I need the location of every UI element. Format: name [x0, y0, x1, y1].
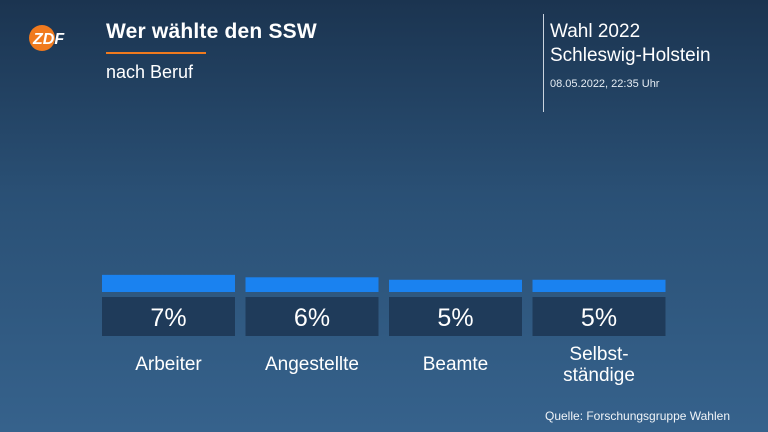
election-name: Wahl 2022: [550, 21, 641, 42]
category-label-2: Angestellte: [265, 354, 359, 375]
header-divider: [543, 14, 544, 112]
category-label-3: Beamte: [423, 354, 488, 375]
data-label-3: 5%: [437, 304, 473, 332]
bar-2: [245, 277, 379, 292]
bar-1: [102, 274, 235, 292]
source-note: Quelle: Forschungsgruppe Wahlen: [545, 409, 730, 423]
value-box-3: [389, 297, 522, 336]
value-box-2: [245, 297, 379, 336]
data-label-4: 5%: [581, 304, 617, 332]
logo-text: ZDF: [32, 31, 65, 48]
chart-subtitle: nach Beruf: [106, 62, 194, 82]
data-label-1: 7%: [150, 304, 186, 332]
timestamp: 08.05.2022, 22:35 Uhr: [550, 78, 660, 90]
value-box-4: [532, 297, 666, 336]
category-label-1: Arbeiter: [135, 354, 202, 375]
title-underline: [106, 52, 206, 54]
bar-3: [389, 279, 522, 292]
category-label-4: Selbst-ständige: [563, 344, 635, 386]
bar-4: [532, 279, 666, 292]
value-box-1: [102, 297, 235, 336]
zdf-logo: ZDF: [29, 25, 65, 51]
chart-title: Wer wählte den SSW: [106, 20, 317, 43]
election-info: Wahl 2022 Schleswig-Holstein: [550, 20, 711, 68]
data-label-2: 6%: [294, 304, 330, 332]
election-region: Schleswig-Holstein: [550, 45, 711, 66]
